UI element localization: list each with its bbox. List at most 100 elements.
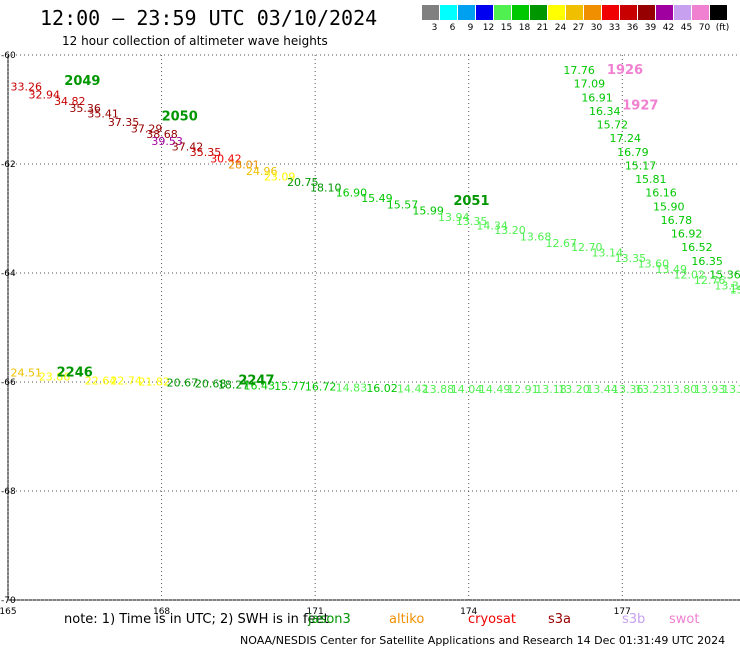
- wave-height-label: 35.35: [190, 146, 222, 159]
- wave-height-label: 13.80: [666, 383, 698, 396]
- legend-label: 42: [662, 23, 675, 33]
- wave-height-label: 16.91: [581, 91, 613, 104]
- time-label: 1927: [622, 99, 658, 114]
- legend-label: 9: [467, 23, 474, 33]
- wave-height-label: 16.52: [681, 241, 713, 254]
- x-tick-label: 165: [0, 607, 17, 617]
- wave-height-label: 14.: [730, 282, 740, 295]
- wave-height-label: 15.81: [635, 173, 667, 186]
- time-label: 1926: [607, 63, 643, 78]
- wave-height-label: 28.01: [228, 158, 259, 171]
- wave-height-label: 15.90: [653, 200, 685, 213]
- wave-height-label: 13.88: [423, 383, 455, 396]
- wave-height-label: 35.41: [87, 108, 119, 121]
- wave-height-label: 13.23: [635, 383, 667, 396]
- legend-label: 18: [518, 23, 531, 33]
- wave-height-label: 13.18: [535, 383, 567, 396]
- legend-swatch: [530, 5, 547, 20]
- wave-height-label: 16.35: [691, 255, 723, 268]
- wave-height-label: 14.42: [397, 382, 429, 395]
- wave-height-label: 14.6: [737, 383, 740, 396]
- wave-height-label: 20.67: [167, 376, 199, 389]
- wave-height-label: 13.20: [494, 224, 526, 237]
- time-label: 2246: [57, 366, 93, 381]
- wave-height-label: 37.29: [131, 122, 163, 135]
- wave-height-label: 12.70: [571, 241, 603, 254]
- legend-swatch: [494, 5, 511, 20]
- time-label: 2051: [453, 194, 489, 209]
- y-tick-label: -60: [1, 51, 16, 61]
- x-tick-label: 177: [614, 607, 631, 617]
- legend-swatch: [422, 5, 439, 20]
- wave-height-label: 37.35: [108, 116, 139, 129]
- wave-height-label: 38.68: [146, 128, 178, 141]
- wave-height-label: 13.49: [656, 263, 688, 276]
- credit-line: NOAA/NESDIS Center for Satellite Applica…: [240, 634, 726, 647]
- legend-swatch: [710, 5, 727, 20]
- legend-swatch: [692, 5, 709, 20]
- legend-label: 15: [500, 23, 513, 33]
- wave-height-label: 17.09: [574, 78, 606, 91]
- wave-height-label: 13.20: [558, 383, 590, 396]
- wave-height-label: 23.09: [264, 170, 296, 183]
- wave-height-label: 24.51: [11, 367, 43, 380]
- satellite-swot: swot: [669, 612, 700, 627]
- legend-swatch: [476, 5, 493, 20]
- legend-label: 27: [572, 23, 585, 33]
- wave-height-label: 15.77: [274, 380, 306, 393]
- legend-swatch: [566, 5, 583, 20]
- legend-swatch: [440, 5, 457, 20]
- wave-height-label: 16.78: [661, 214, 693, 227]
- satellite-altiko: altiko: [389, 612, 425, 627]
- footer-note: note: 1) Time is in UTC; 2) SWH is in fe…: [64, 612, 329, 627]
- wave-height-label: 16.90: [336, 187, 368, 200]
- wave-height-label: 16.43: [243, 380, 275, 393]
- wave-height-label: 15.57: [387, 199, 419, 212]
- wave-height-label: 13.7: [730, 284, 740, 297]
- wave-height-label: 13.14: [592, 247, 624, 260]
- legend-label: 70: [698, 23, 711, 33]
- wave-height-label: 14.83: [336, 381, 368, 394]
- wave-height-label: 21.82: [139, 375, 171, 388]
- wave-height-label: 15.36: [709, 268, 740, 281]
- time-label: 2247: [238, 374, 274, 389]
- wave-height-label: 13.20: [722, 383, 740, 396]
- legend-swatch: [584, 5, 601, 20]
- wave-height-label: 16.16: [645, 187, 677, 200]
- legend-swatch: [674, 5, 691, 20]
- legend-label: 33: [608, 23, 621, 33]
- x-tick-label: 168: [153, 607, 170, 617]
- legend-label: 36: [626, 23, 639, 33]
- legend-label: 3: [431, 23, 438, 33]
- y-tick-label: -68: [1, 487, 16, 497]
- satellite-cryosat: cryosat: [468, 612, 516, 627]
- legend-swatch: [638, 5, 655, 20]
- wave-height-label: 12.67: [545, 237, 577, 250]
- wave-height-label: 13.35: [615, 252, 647, 265]
- x-tick-label: 171: [307, 607, 324, 617]
- wave-height-label: 33.26: [11, 80, 43, 93]
- wave-height-label: 17.76: [563, 64, 595, 77]
- wave-height-label: 13.94: [438, 211, 470, 224]
- legend-label: 30: [590, 23, 603, 33]
- wave-height-label: 12.91: [507, 383, 539, 396]
- legend-swatch: [458, 5, 475, 20]
- wave-height-label: 22.64: [85, 375, 117, 388]
- wave-height-label: 23.86: [39, 370, 71, 383]
- satellite-s3a: s3a: [548, 612, 572, 627]
- legend-label: 24: [554, 23, 567, 33]
- wave-height-label: 16.34: [589, 105, 621, 118]
- wave-height-label: 24.96: [246, 165, 277, 178]
- x-tick-label: 174: [460, 607, 477, 617]
- wave-height-label: 18.27: [218, 379, 250, 392]
- wave-height-label: 13.68: [520, 230, 552, 243]
- chart-subtitle: 12 hour collection of altimeter wave hei…: [62, 34, 328, 48]
- wave-height-label: 30.42: [210, 152, 242, 165]
- wave-height-label: 13.60: [638, 258, 670, 271]
- wave-height-label: 17.24: [609, 132, 641, 145]
- legend-label: 21: [536, 23, 549, 33]
- wave-height-label: 16.72: [305, 381, 337, 394]
- y-tick-label: -64: [1, 269, 16, 279]
- legend-swatch: [512, 5, 529, 20]
